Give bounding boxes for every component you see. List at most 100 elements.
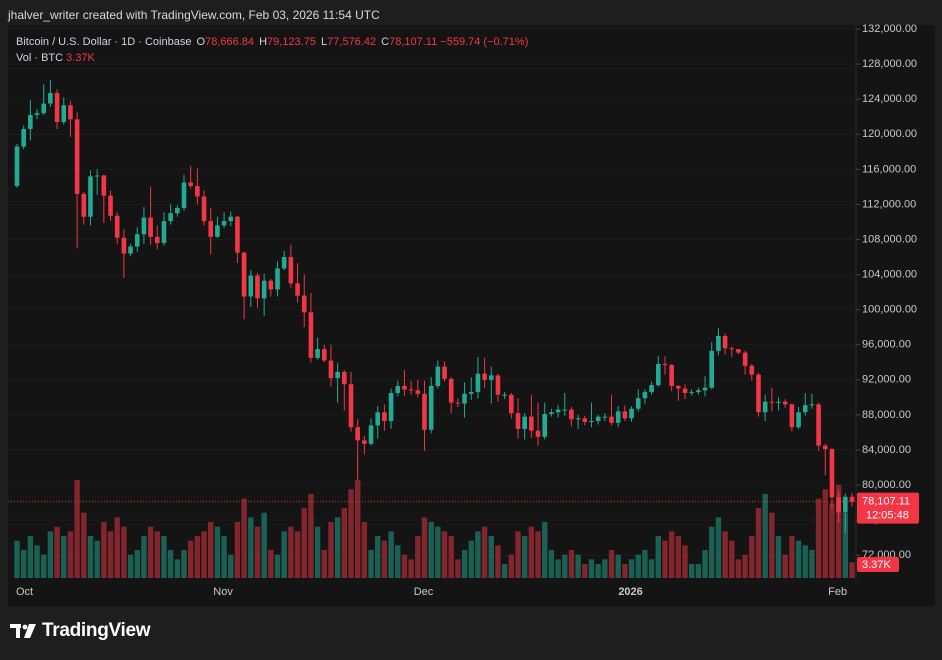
volume-bar <box>461 550 468 578</box>
brand[interactable]: TradingView <box>10 620 151 642</box>
volume-bar <box>515 531 521 578</box>
candle-body <box>154 236 160 244</box>
volume-bar <box>27 536 34 578</box>
candle-body <box>168 213 173 222</box>
candle-body <box>642 392 648 399</box>
y-tick-label: 100,000.00 <box>862 304 917 316</box>
candle-body <box>495 375 501 395</box>
volume-bar <box>268 550 274 578</box>
volume-bar <box>568 550 575 578</box>
volume-bar <box>281 531 287 578</box>
volume-bar <box>221 536 227 578</box>
candle-body <box>295 283 300 296</box>
volume-bar <box>468 540 474 578</box>
volume-bar <box>395 545 401 578</box>
brand-logo <box>10 624 36 638</box>
candle-body <box>662 364 668 366</box>
volume-bar <box>187 540 194 578</box>
volume-bar <box>642 550 648 578</box>
volume-value-axis-label: 3.37K <box>862 559 891 571</box>
candle-body <box>822 445 828 450</box>
volume-bar <box>167 550 174 578</box>
candle-body <box>575 418 581 420</box>
volume-bar <box>501 564 508 578</box>
symbol-row: Bitcoin / U.S. Dollar · 1D · Coinbase O7… <box>16 34 528 50</box>
volume-bar <box>608 550 615 578</box>
volume-value: 3.37K <box>66 52 95 64</box>
volume-bar <box>201 531 207 578</box>
candle-body <box>722 335 728 349</box>
volume-bar <box>87 536 94 578</box>
candle-body <box>622 411 628 419</box>
candle-body <box>669 364 674 386</box>
candle-body <box>208 221 214 237</box>
candle-body <box>422 393 427 430</box>
y-tick-label: 88,000.00 <box>862 409 911 421</box>
volume-bar <box>421 517 428 578</box>
change: −559.74 (−0.71%) <box>440 36 529 48</box>
volume-bar <box>722 531 728 578</box>
volume-bar <box>495 545 501 578</box>
ohlc-value: 78,666.84 <box>205 36 255 48</box>
volume-bar <box>822 489 828 578</box>
candle-body <box>108 195 113 216</box>
candle-body <box>515 413 521 429</box>
candle-body <box>388 392 394 422</box>
candle-body <box>68 105 73 120</box>
candle-body <box>141 217 147 235</box>
volume-bar <box>795 540 802 578</box>
ohlc-label: O <box>196 36 206 48</box>
volume-bar <box>334 517 341 578</box>
volume-bar <box>74 480 80 578</box>
volume-bar <box>107 531 114 578</box>
volume-bar <box>769 512 775 578</box>
candle-body <box>41 103 47 114</box>
volume-bar <box>849 562 855 578</box>
volume-bar <box>408 559 414 578</box>
y-tick-label: 124,000.00 <box>862 93 917 105</box>
candle-body <box>382 412 387 422</box>
candle-body <box>716 335 721 351</box>
volume-bar <box>214 526 221 578</box>
volume-title: Vol · BTC <box>16 52 64 64</box>
volume-bar <box>288 526 294 578</box>
volume-bar <box>194 536 201 578</box>
volume-bar <box>94 540 100 578</box>
volume-bar <box>622 564 628 578</box>
y-tick-label: 128,000.00 <box>862 58 917 70</box>
volume-bar <box>401 554 408 578</box>
brand-name: TradingView <box>42 620 151 641</box>
candle-body <box>742 352 748 366</box>
volume-bar <box>261 512 267 578</box>
candle-body <box>181 182 187 208</box>
volume-bar <box>241 498 247 578</box>
candle-body <box>134 234 140 247</box>
volume-bar <box>702 550 708 578</box>
volume-bar <box>782 554 788 578</box>
candle-body <box>201 196 207 222</box>
candle-body <box>81 193 87 217</box>
candle-body <box>482 373 487 380</box>
volume-bar <box>709 526 715 578</box>
candle-layer <box>14 79 855 534</box>
volume-bar <box>729 540 735 578</box>
candle-body <box>522 416 527 429</box>
candle-body <box>215 225 220 237</box>
volume-bar <box>20 550 27 578</box>
volume-bar <box>595 564 601 578</box>
volume-bar <box>481 526 488 578</box>
candle-body <box>14 146 20 187</box>
candle-body <box>462 393 467 404</box>
last-price-label: 78,107.11 <box>862 496 910 508</box>
candle-body <box>321 349 327 361</box>
candle-body <box>582 418 588 422</box>
volume-bar <box>655 536 661 578</box>
volume-bar <box>134 550 140 578</box>
candle-body <box>281 257 287 269</box>
candle-body <box>589 421 594 423</box>
y-tick-label: 116,000.00 <box>862 163 916 175</box>
volume-bar <box>234 522 241 578</box>
candle-body <box>475 373 481 393</box>
candle-body <box>702 387 708 391</box>
